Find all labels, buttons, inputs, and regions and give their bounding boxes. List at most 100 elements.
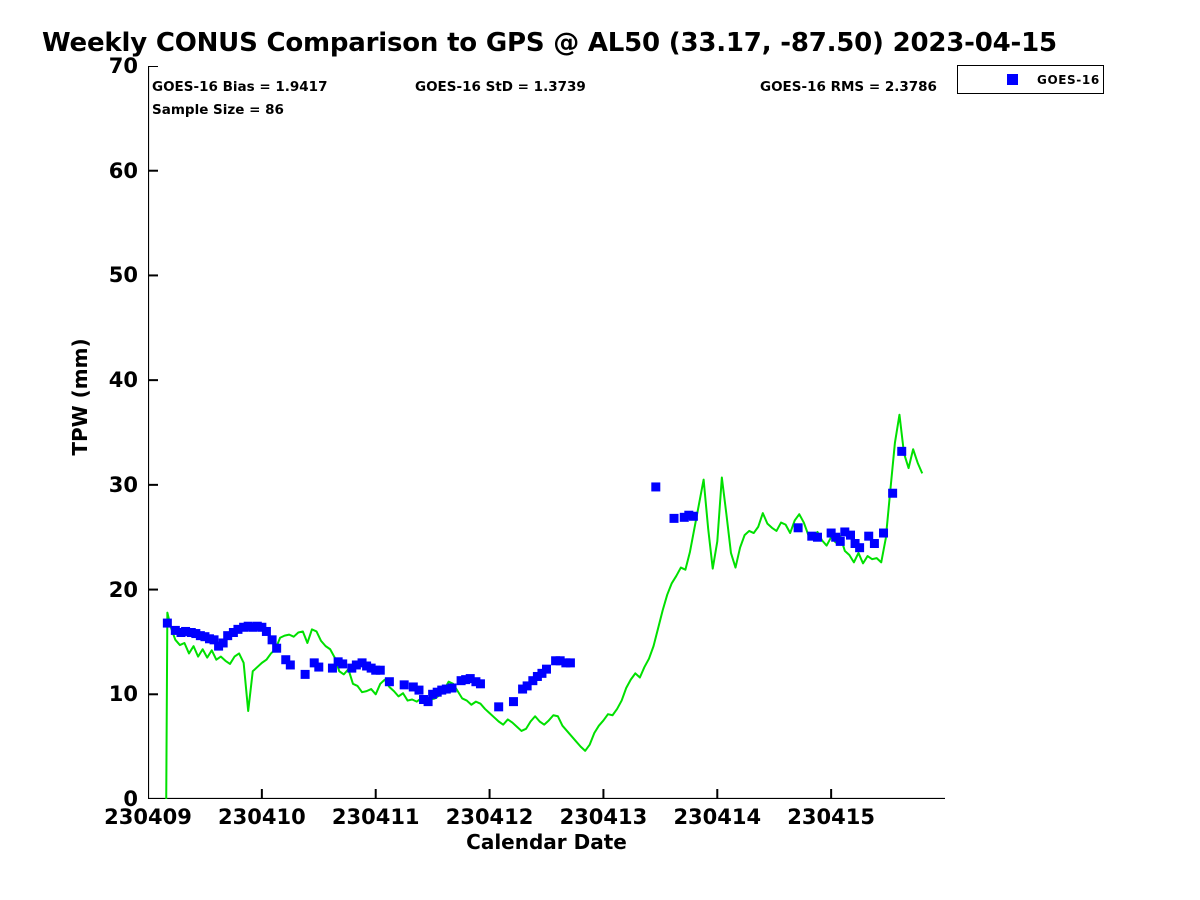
data-point-marker	[465, 674, 475, 684]
data-point-marker	[522, 681, 532, 691]
stat-std: GOES-16 StD = 1.3739	[415, 79, 586, 95]
data-point-marker	[461, 675, 471, 685]
y-tick-label: 40	[108, 368, 138, 393]
data-point-marker	[831, 532, 841, 542]
data-point-marker	[176, 628, 186, 637]
data-point-marker	[357, 658, 367, 668]
data-point-marker	[419, 695, 429, 705]
stat-sample-size: Sample Size = 86	[152, 102, 284, 118]
data-point-marker	[223, 631, 233, 641]
series-line-gps	[165, 413, 924, 799]
stat-bias: GOES-16 Bias = 1.9417	[152, 79, 328, 95]
data-point-marker	[347, 663, 357, 673]
data-point-marker	[309, 658, 319, 668]
data-point-marker	[228, 628, 238, 637]
data-point-marker	[555, 656, 565, 666]
x-axis-label: Calendar Date	[466, 830, 627, 854]
x-tick-label: 230415	[787, 805, 875, 829]
data-point-marker	[338, 659, 348, 669]
data-point-marker	[333, 657, 343, 667]
data-point-marker	[840, 527, 850, 537]
data-point-marker	[195, 631, 205, 641]
data-point-marker	[897, 446, 907, 456]
x-tick-label: 230413	[559, 805, 648, 829]
data-point-marker	[261, 626, 271, 636]
data-point-marker	[846, 530, 855, 540]
data-point-marker	[408, 682, 418, 692]
data-point-marker	[200, 632, 210, 642]
data-point-marker	[351, 660, 361, 670]
data-point-marker	[669, 513, 679, 523]
data-point-marker	[272, 643, 282, 653]
data-point-marker	[375, 665, 385, 675]
data-point-marker	[233, 624, 243, 634]
data-point-marker	[186, 628, 196, 637]
data-point-marker	[651, 482, 661, 492]
data-point-marker	[494, 702, 504, 712]
data-point-marker	[162, 618, 172, 628]
data-point-marker	[879, 528, 889, 538]
data-point-marker	[542, 664, 551, 674]
data-point-marker	[432, 687, 442, 697]
data-point-marker	[384, 677, 394, 687]
y-tick-label: 60	[108, 158, 138, 183]
data-line-gps	[165, 413, 924, 799]
data-point-marker	[214, 641, 224, 651]
data-point-marker	[456, 676, 466, 686]
data-point-marker	[428, 689, 438, 699]
data-point-marker	[252, 621, 262, 631]
y-tick-label: 30	[108, 472, 138, 497]
data-point-marker	[518, 684, 528, 694]
data-point-marker	[688, 511, 698, 521]
plot-area	[148, 66, 945, 799]
data-point-marker	[181, 626, 191, 636]
data-point-marker	[437, 685, 447, 695]
tick-marks	[148, 66, 833, 799]
x-tick-label: 230409	[104, 805, 192, 829]
data-point-marker	[257, 622, 267, 632]
data-point-marker	[888, 488, 898, 498]
x-tick-label: 230412	[445, 805, 534, 829]
legend-marker-goes16	[1007, 74, 1018, 85]
legend	[957, 65, 1104, 94]
data-point-marker	[366, 663, 376, 673]
x-tick-label: 230410	[218, 805, 306, 829]
y-tick-label: 10	[108, 682, 138, 707]
y-tick-label: 50	[108, 263, 138, 288]
data-point-marker	[362, 661, 372, 671]
data-point-marker	[864, 531, 874, 541]
data-point-marker	[528, 676, 538, 686]
data-point-marker	[447, 683, 457, 693]
y-axis-label: TPW (mm)	[68, 338, 92, 456]
data-point-marker	[281, 655, 291, 665]
data-point-marker	[371, 665, 381, 675]
data-point-marker	[869, 539, 879, 548]
data-point-marker	[327, 663, 337, 673]
data-point-marker	[243, 621, 253, 631]
data-point-marker	[414, 685, 424, 695]
data-point-marker	[300, 669, 310, 679]
data-point-marker	[807, 531, 817, 541]
data-point-marker	[855, 543, 865, 553]
data-point-marker	[812, 532, 822, 542]
stat-rms: GOES-16 RMS = 2.3786	[760, 79, 937, 95]
data-point-marker	[471, 677, 481, 687]
page-title: Weekly CONUS Comparison to GPS @ AL50 (3…	[42, 28, 1057, 58]
data-point-marker	[248, 622, 258, 632]
data-point-marker	[314, 662, 324, 672]
plot-svg	[148, 66, 945, 799]
y-tick-label: 20	[108, 577, 138, 602]
data-point-marker	[267, 635, 277, 645]
data-point-marker	[835, 536, 845, 546]
data-point-marker	[826, 528, 836, 538]
data-point-marker	[399, 680, 409, 690]
data-point-marker	[475, 679, 485, 689]
data-point-marker	[565, 658, 575, 668]
data-point-marker	[537, 668, 547, 678]
axis-frame	[148, 66, 945, 799]
series-scatter-goes16	[162, 446, 907, 712]
x-axis-ticks: 230409 230410 230411 230412 230413 230414 2304…	[104, 805, 945, 835]
data-point-marker	[684, 510, 694, 520]
data-point-marker	[508, 697, 518, 707]
